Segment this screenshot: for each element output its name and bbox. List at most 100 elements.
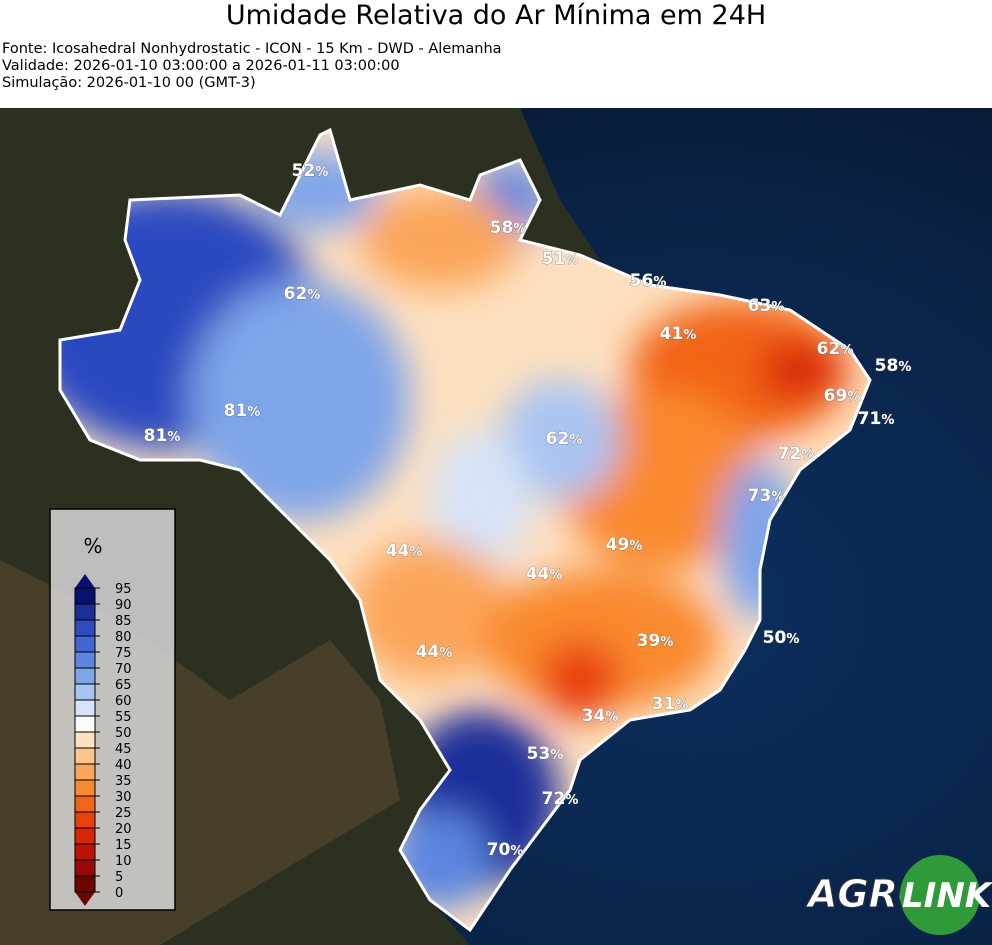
- value-label: 44%: [386, 541, 423, 561]
- value-label: 69%: [824, 386, 861, 406]
- unit: %: [898, 360, 911, 375]
- colorbar-tick-label: 10: [115, 854, 132, 869]
- colorbar-tick-label: 80: [115, 630, 132, 645]
- colorbar-tick-label: 40: [115, 758, 132, 773]
- unit: %: [653, 275, 666, 290]
- colorbar-segment: [75, 828, 95, 845]
- colorbar-segment: [75, 652, 95, 669]
- value-label: 62%: [546, 429, 583, 449]
- value-label: 41%: [660, 324, 697, 344]
- colorbar-segment: [75, 732, 95, 749]
- unit: %: [771, 490, 784, 505]
- unit: %: [771, 300, 784, 315]
- colorbar-segment: [75, 700, 95, 717]
- value: 56: [630, 271, 654, 291]
- value: 53: [527, 744, 551, 764]
- unit: %: [549, 568, 562, 583]
- unit: %: [167, 430, 180, 445]
- value-label: 73%: [748, 486, 785, 506]
- unit: %: [786, 632, 799, 647]
- unit: %: [801, 448, 814, 463]
- unit: %: [513, 222, 526, 237]
- colorbar-tick-label: 20: [115, 822, 132, 837]
- value-label: 49%: [606, 535, 643, 555]
- unit: %: [683, 328, 696, 343]
- unit: %: [565, 253, 578, 268]
- unit: %: [439, 646, 452, 661]
- value-label: 62%: [817, 339, 854, 359]
- value: 44: [416, 642, 440, 662]
- value: 69: [824, 386, 848, 406]
- value: 71: [858, 409, 882, 429]
- value-label: 58%: [490, 218, 527, 238]
- colorbar-tick-label: 55: [115, 710, 132, 725]
- value-label: 39%: [637, 631, 674, 651]
- value: 72: [542, 789, 566, 809]
- colorbar-segment: [75, 668, 95, 685]
- value: 72: [778, 444, 802, 464]
- colorbar-tick-label: 45: [115, 742, 132, 757]
- unit: %: [510, 844, 523, 859]
- colorbar-segment: [75, 684, 95, 701]
- value-label: 63%: [748, 296, 785, 316]
- value-label: 51%: [542, 249, 579, 269]
- value-labels: 52%58%51%56%63%62%41%62%58%69%81% 71%81% 6…: [143, 161, 912, 861]
- colorbar-tick-label: 95: [115, 582, 132, 597]
- colorbar-segment: [75, 604, 95, 621]
- colorbar-tick-label: 15: [115, 838, 132, 853]
- value: 44: [526, 564, 550, 584]
- value-label: 34%: [582, 706, 619, 726]
- value: 58: [875, 356, 899, 376]
- value-label: 62%: [284, 284, 321, 304]
- value: 58: [490, 218, 514, 238]
- unit: %: [840, 343, 853, 358]
- value: 52: [292, 161, 316, 181]
- value-label: 81%: [224, 401, 261, 421]
- colorbar-segment: [75, 860, 95, 877]
- header: Umidade Relativa do Ar Mínima em 24H Fon…: [0, 0, 992, 108]
- unit: %: [881, 413, 894, 428]
- colorbar-segment: [75, 636, 95, 653]
- value: 62: [284, 284, 308, 304]
- colorbar-segment: [75, 876, 95, 893]
- colorbar-segment: [75, 812, 95, 829]
- value: 81: [144, 426, 168, 446]
- value: 44: [386, 541, 410, 561]
- source-line: Fonte: Icosahedral Nonhydrostatic - ICON…: [2, 41, 502, 57]
- unit: %: [847, 390, 860, 405]
- unit: %: [675, 698, 688, 713]
- colorbar-tick-label: 70: [115, 662, 132, 677]
- value-label: 70%: [487, 840, 524, 860]
- value-label: 53%: [527, 744, 564, 764]
- colorbar-tick-label: 30: [115, 790, 132, 805]
- map: 52%58%51%56%63%62%41%62%58%69%81% 71%81% 6…: [0, 108, 992, 945]
- unit: %: [660, 635, 673, 650]
- value-label: 44%: [416, 642, 453, 662]
- unit: %: [565, 793, 578, 808]
- unit: %: [550, 748, 563, 763]
- colorbar-segment: [75, 748, 95, 765]
- unit: %: [409, 545, 422, 560]
- value: 63: [748, 296, 772, 316]
- value-label: 81%: [144, 426, 181, 446]
- value-label: 58%: [875, 356, 912, 376]
- colorbar-tick-label: 60: [115, 694, 132, 709]
- value: 62: [546, 429, 570, 449]
- unit: %: [247, 405, 260, 420]
- value: 51: [542, 249, 566, 269]
- colorbar-tick-label: 0: [115, 886, 123, 901]
- colorbar-bottom: [75, 892, 95, 906]
- value: 73: [748, 486, 772, 506]
- colorbar-panel: [49, 508, 176, 911]
- colorbar-tick-label: 50: [115, 726, 132, 741]
- colorbar-tick-label: 75: [115, 646, 132, 661]
- value-label: 72%: [542, 789, 579, 809]
- unit: %: [307, 288, 320, 303]
- value: 39: [637, 631, 661, 651]
- validity-line: Validade: 2026-01-10 03:00:00 a 2026-01-…: [2, 58, 400, 74]
- value: 62: [817, 339, 841, 359]
- value: 34: [582, 706, 606, 726]
- logo-circle: [900, 855, 980, 935]
- colorbar-segment: [75, 588, 95, 605]
